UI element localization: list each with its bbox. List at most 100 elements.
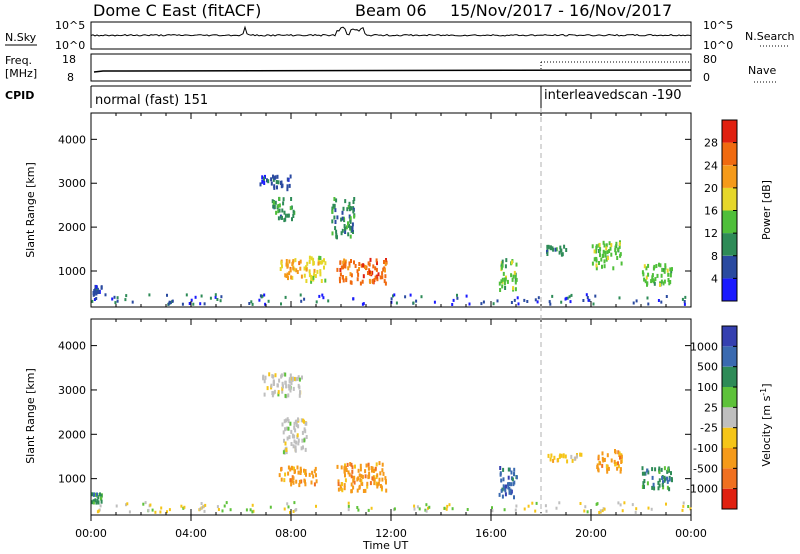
power-y-axis: 1000 2000 3000 4000 xyxy=(58,113,692,307)
data-cell xyxy=(376,261,378,266)
data-cell xyxy=(284,472,287,477)
data-cell xyxy=(350,280,353,285)
data-cell xyxy=(308,259,311,264)
ground-scatter-cell xyxy=(569,300,572,304)
data-cell xyxy=(383,279,386,284)
power-colorbar: 4 8 12 16 20 24 28 xyxy=(704,119,738,302)
data-cell xyxy=(289,478,292,483)
data-cell xyxy=(311,470,314,475)
data-cell xyxy=(310,256,313,261)
data-cell xyxy=(95,500,98,505)
data-cell xyxy=(381,271,384,276)
data-cell xyxy=(318,255,321,260)
data-cell xyxy=(617,247,620,252)
data-cell xyxy=(91,500,94,505)
data-cell xyxy=(294,448,297,453)
velocity-panel-frame xyxy=(90,318,692,516)
data-cell xyxy=(367,271,369,275)
data-cell xyxy=(343,483,346,488)
data-cell xyxy=(598,261,600,265)
data-cell xyxy=(304,469,307,474)
ground-scatter-cell xyxy=(647,302,650,306)
data-cell xyxy=(353,480,356,485)
data-cell xyxy=(597,454,600,459)
ground-scatter-cell xyxy=(125,503,127,507)
data-cell xyxy=(275,180,278,184)
nsky-tick-bottom: 10^0 xyxy=(55,39,85,52)
data-cell xyxy=(595,266,598,271)
data-cell xyxy=(504,286,507,290)
data-cell xyxy=(281,389,284,394)
ground-scatter-cell xyxy=(92,501,95,505)
data-cell xyxy=(296,465,299,470)
data-cell xyxy=(287,465,290,470)
ground-scatter-cell xyxy=(548,300,551,304)
data-cell xyxy=(351,469,354,474)
data-cell xyxy=(299,390,301,395)
data-cell xyxy=(658,466,661,471)
data-cell xyxy=(343,465,346,470)
data-cell xyxy=(272,204,275,209)
data-cell xyxy=(336,215,339,220)
data-cell xyxy=(606,453,609,458)
ground-scatter-cell xyxy=(159,510,162,514)
ground-scatter-cell xyxy=(154,510,157,514)
colorbar-swatch xyxy=(722,255,737,279)
colorbar-swatch xyxy=(722,120,737,143)
data-cell xyxy=(374,266,377,271)
data-cell xyxy=(504,264,507,269)
data-cell xyxy=(341,228,344,233)
data-cell xyxy=(547,453,550,458)
colorbar-tick-label: 16 xyxy=(704,205,718,218)
data-cell xyxy=(316,269,319,274)
data-cell xyxy=(605,243,608,248)
data-cell xyxy=(302,445,304,450)
ground-scatter-cell xyxy=(280,302,282,306)
data-cell xyxy=(344,264,347,269)
data-cell xyxy=(263,379,266,384)
data-cell xyxy=(261,175,264,180)
data-cell xyxy=(367,261,370,266)
data-cell xyxy=(262,176,265,181)
data-cell xyxy=(351,222,354,227)
data-cell xyxy=(304,447,307,452)
data-cell xyxy=(609,246,612,251)
ground-scatter-cell xyxy=(492,302,495,306)
data-cell xyxy=(656,273,659,278)
data-cell xyxy=(361,482,364,486)
data-cell xyxy=(285,384,288,389)
data-cell xyxy=(339,272,342,277)
ground-scatter-cell xyxy=(451,303,454,306)
data-cell xyxy=(615,461,618,466)
data-cell xyxy=(286,213,289,218)
ground-scatter-cell xyxy=(433,300,436,304)
ground-scatter-cell xyxy=(217,508,220,511)
data-cell xyxy=(552,458,555,463)
ground-scatter-cell xyxy=(584,505,587,509)
data-cell xyxy=(362,263,365,268)
data-cell xyxy=(614,245,617,250)
data-cell xyxy=(335,229,338,234)
data-cell xyxy=(598,242,601,247)
data-cell xyxy=(343,486,346,491)
data-cell xyxy=(272,201,275,205)
colorbar-tick-label: 12 xyxy=(704,227,718,240)
ground-scatter-cell xyxy=(544,504,547,508)
data-cell xyxy=(366,484,369,489)
data-cell xyxy=(641,270,644,275)
data-cell xyxy=(314,466,317,471)
data-cell xyxy=(579,452,582,457)
data-cell xyxy=(284,213,287,218)
data-cell xyxy=(292,209,295,214)
data-cell xyxy=(350,462,353,467)
data-cell xyxy=(312,261,315,266)
ground-scatter-cell xyxy=(635,299,638,303)
data-cell xyxy=(347,205,350,209)
data-cell xyxy=(651,475,654,480)
data-cell xyxy=(341,216,344,221)
data-cell xyxy=(504,488,507,493)
data-cell xyxy=(344,478,347,483)
data-cell xyxy=(364,264,367,269)
ground-scatter-cell xyxy=(427,506,429,510)
data-cell xyxy=(382,267,385,272)
